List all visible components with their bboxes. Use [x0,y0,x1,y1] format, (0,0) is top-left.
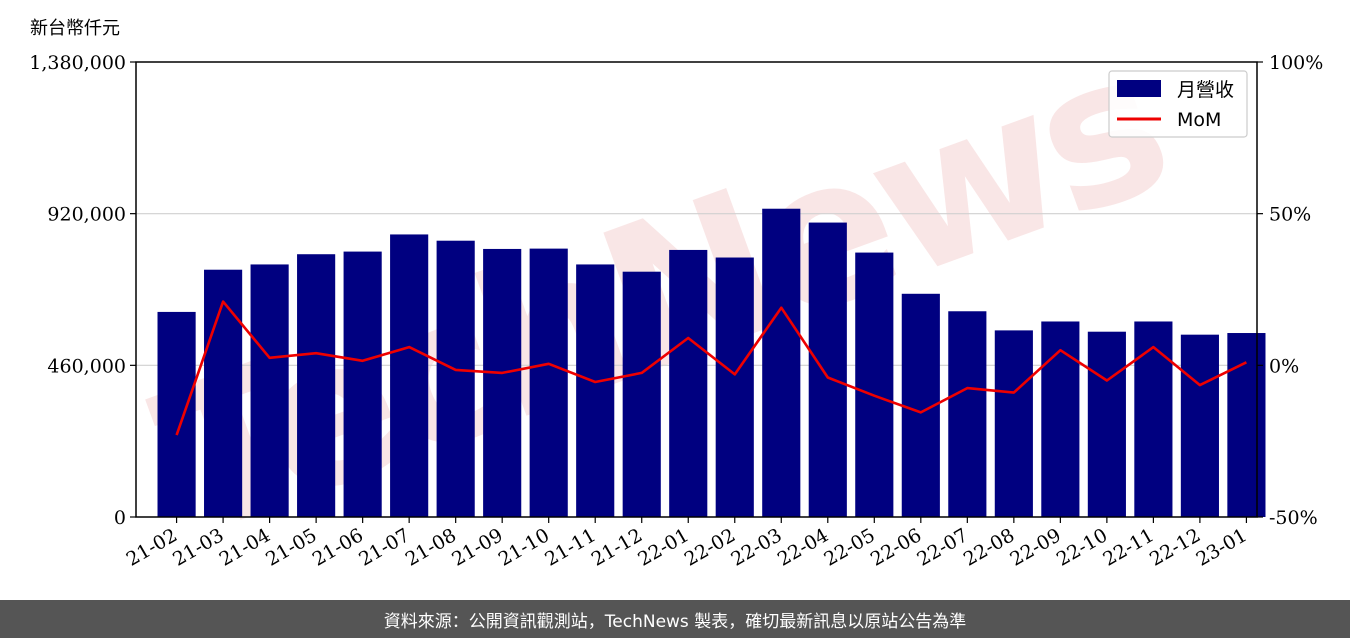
x-tick-label: 22-06 [867,524,925,570]
right-y-axis: -50% 0% 50% 100% [1257,52,1323,529]
x-tick-label: 22-11 [1099,524,1157,570]
x-tick-label: 22-12 [1146,524,1204,570]
right-tick-label: 100% [1269,52,1323,74]
y-axis-unit-label: 新台幣仟元 [30,18,120,39]
x-tick-label: 22-01 [634,524,692,570]
legend-label-line: MoM [1177,109,1221,131]
legend: 月營收 MoM [1108,70,1248,138]
bar [762,208,801,517]
watermark: TechNews [131,4,1197,582]
bar [1180,334,1219,517]
bar [250,264,289,517]
mom-line [175,300,1247,436]
right-tick-label: -50% [1269,507,1318,529]
x-tick-label: 21-12 [588,524,646,570]
source-footer: 資料來源：公開資訊觀測站，TechNews 製表，確切最新訊息以原站公告為準 [0,600,1350,638]
bar [297,254,336,517]
x-tick-label: 22-08 [960,524,1018,570]
bar [1041,321,1080,517]
x-tick-label: 21-02 [123,524,181,570]
plot-frame [135,61,1258,518]
bar [1134,321,1173,517]
left-tick-label: 0 [114,507,126,529]
bar [622,271,661,517]
bar [855,252,894,518]
bar [343,251,382,518]
bar [390,234,429,517]
bar [1227,333,1266,517]
left-tick-label: 1,380,000 [29,52,126,74]
source-text: 資料來源：公開資訊觀測站，TechNews 製表，確切最新訊息以原站公告為準 [383,611,967,632]
x-tick-label: 22-05 [820,524,878,570]
x-tick-label: 21-07 [355,524,413,570]
left-tick-label: 920,000 [47,204,126,226]
x-tick-label: 22-10 [1053,524,1111,570]
bar [576,264,615,517]
right-tick-label: 0% [1269,355,1299,377]
chart: TechNews 新台幣仟元 0460,000920,0001,380,000 … [29,4,1323,582]
x-tick-label: 21-10 [495,524,553,570]
x-tick-label: 21-08 [402,524,460,570]
bar [529,248,568,517]
x-tick-label: 22-04 [774,524,832,570]
bar [204,269,243,517]
left-tick-label: 460,000 [47,355,126,377]
bar [436,240,475,518]
legend-label-bar: 月營收 [1177,79,1234,101]
bar [157,311,196,517]
x-tick-label: 21-11 [541,524,599,570]
bar [808,222,847,517]
x-tick-label: 22-03 [727,524,785,570]
legend-swatch-bar [1117,80,1161,97]
mom-line-series [175,300,1247,436]
bar [1087,331,1126,517]
bar [483,248,522,517]
bar [715,257,754,517]
right-tick-label: 50% [1269,204,1311,226]
bar [669,249,708,517]
x-tick-label: 23-01 [1192,524,1250,570]
x-tick-label: 22-09 [1006,524,1064,570]
x-tick-label: 22-07 [913,524,971,570]
left-y-axis: 0 460,000 920,000 1,380,000 [29,52,136,529]
bar [994,330,1033,517]
x-tick-label: 22-02 [681,524,739,570]
bar-series [157,208,1266,518]
x-tick-label: 21-09 [448,524,506,570]
bar [948,311,987,517]
